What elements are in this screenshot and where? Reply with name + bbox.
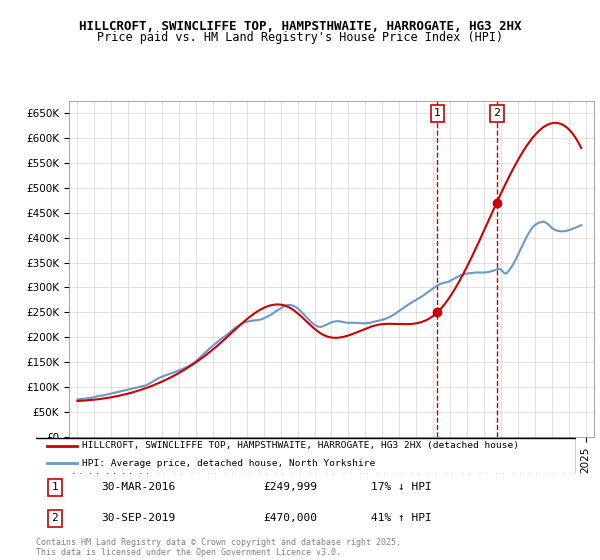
Text: 17% ↓ HPI: 17% ↓ HPI <box>371 482 431 492</box>
Text: £249,999: £249,999 <box>263 482 317 492</box>
Text: 41% ↑ HPI: 41% ↑ HPI <box>371 514 431 523</box>
Text: 30-SEP-2019: 30-SEP-2019 <box>101 514 175 523</box>
Text: Contains HM Land Registry data © Crown copyright and database right 2025.
This d: Contains HM Land Registry data © Crown c… <box>36 538 401 557</box>
Text: 2: 2 <box>52 514 58 523</box>
Text: 30-MAR-2016: 30-MAR-2016 <box>101 482 175 492</box>
FancyBboxPatch shape <box>34 437 576 474</box>
Text: HILLCROFT, SWINCLIFFE TOP, HAMPSTHWAITE, HARROGATE, HG3 2HX (detached house): HILLCROFT, SWINCLIFFE TOP, HAMPSTHWAITE,… <box>82 441 519 450</box>
Text: HILLCROFT, SWINCLIFFE TOP, HAMPSTHWAITE, HARROGATE, HG3 2HX: HILLCROFT, SWINCLIFFE TOP, HAMPSTHWAITE,… <box>79 20 521 32</box>
Text: 1: 1 <box>52 482 58 492</box>
Text: HPI: Average price, detached house, North Yorkshire: HPI: Average price, detached house, Nort… <box>82 459 375 468</box>
Text: £470,000: £470,000 <box>263 514 317 523</box>
Text: 2: 2 <box>493 108 500 118</box>
Text: 1: 1 <box>434 108 441 118</box>
Text: Price paid vs. HM Land Registry's House Price Index (HPI): Price paid vs. HM Land Registry's House … <box>97 31 503 44</box>
